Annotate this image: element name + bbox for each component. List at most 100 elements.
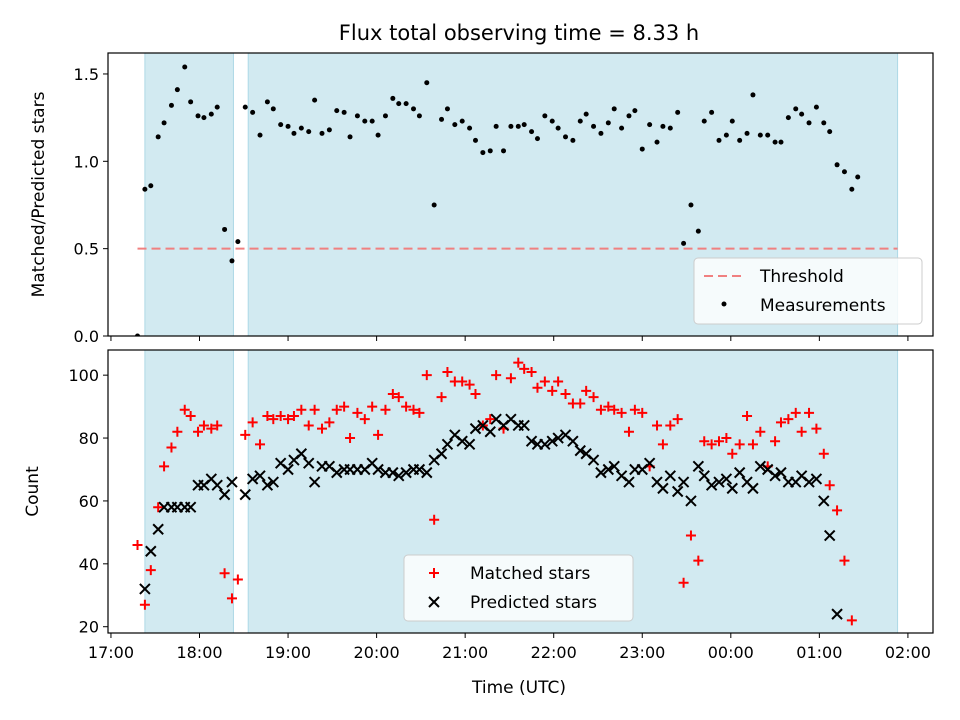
measurement-point: [306, 129, 312, 135]
matched-point: [193, 426, 204, 437]
matched-point: [393, 392, 404, 403]
measurement-point: [487, 148, 493, 154]
matched-point: [212, 420, 223, 431]
x-tick-label: 20:00: [354, 643, 400, 662]
matched-point: [560, 389, 571, 400]
predicted-point: [518, 419, 530, 432]
matched-point: [401, 401, 412, 412]
matched-point: [247, 417, 258, 428]
measurement-point: [534, 136, 540, 142]
matched-point: [283, 414, 294, 425]
predicted-point: [698, 470, 710, 482]
measurement-point: [270, 106, 276, 112]
predicted-point: [567, 435, 579, 447]
predicted-point: [372, 463, 384, 476]
measurement-point: [793, 106, 799, 112]
y-tick-label: 80: [79, 429, 99, 448]
observing-window-0: [144, 349, 234, 634]
measurement-point: [709, 109, 715, 115]
matched-point: [359, 414, 370, 425]
matched-point: [783, 414, 794, 425]
measurement-point: [515, 123, 521, 129]
y-tick-label: 20: [79, 618, 99, 637]
predicted-point: [810, 473, 823, 485]
measurement-point: [369, 118, 375, 124]
predicted-point: [469, 422, 482, 435]
measurement-point: [182, 64, 188, 70]
matched-point: [491, 370, 502, 381]
predicted-point: [525, 435, 538, 447]
measurement-point: [688, 202, 694, 208]
predicted-point: [726, 482, 738, 495]
measurement-point: [148, 183, 154, 189]
measurement-point: [298, 125, 304, 131]
matched-point: [179, 404, 190, 415]
matched-point: [414, 407, 425, 418]
measurement-point: [312, 97, 318, 103]
measurement-point: [841, 169, 847, 175]
measurement-point: [161, 120, 167, 126]
measurement-point: [765, 132, 771, 138]
predicted-point: [769, 470, 781, 482]
matched-point: [436, 392, 447, 403]
matched-point: [734, 439, 745, 450]
predicted-point: [595, 466, 607, 479]
legend-measurements-label: Measurements: [760, 296, 886, 316]
measurement-point: [174, 87, 180, 93]
matched-point: [846, 615, 857, 626]
measurement-point: [701, 118, 707, 124]
matched-point: [153, 502, 164, 513]
measurement-point: [501, 148, 507, 154]
matched-point: [485, 414, 496, 425]
predicted-point: [184, 501, 197, 513]
measurement-point: [155, 134, 161, 140]
measurement-point: [729, 118, 735, 124]
measurement-point: [723, 132, 729, 138]
predicted-point: [295, 448, 308, 460]
y-tick-label: 0.0: [74, 327, 99, 346]
measurement-point: [411, 106, 417, 112]
predicted-point: [484, 426, 496, 438]
predicted-point: [441, 438, 454, 451]
y-tick-label: 1.5: [74, 65, 99, 84]
matched-point: [198, 420, 209, 431]
measurement-point: [542, 113, 548, 119]
measurement-point: [660, 123, 666, 129]
measurement-point: [222, 226, 228, 232]
measurement-point: [334, 108, 340, 114]
measurement-point: [827, 129, 833, 135]
x-tick-label: 23:00: [619, 643, 665, 662]
matched-point: [804, 407, 815, 418]
y-tick-label: 0.5: [74, 240, 99, 259]
matched-point: [268, 414, 279, 425]
predicted-point: [775, 466, 787, 479]
predicted-point: [733, 466, 746, 479]
measurement-point: [195, 113, 201, 119]
measurement-point: [598, 130, 604, 136]
measurement-point: [264, 99, 270, 105]
measurement-point: [639, 146, 645, 152]
matched-point: [303, 420, 314, 431]
y-tick-label: 1.0: [74, 152, 99, 171]
measurement-point: [278, 122, 284, 128]
measurement-point: [208, 111, 214, 117]
matched-point: [296, 404, 307, 415]
legend-threshold-label: Threshold: [759, 267, 844, 287]
predicted-point: [552, 432, 564, 444]
predicted-point: [435, 448, 448, 460]
matched-point: [345, 433, 356, 444]
measurement-point: [813, 104, 819, 110]
matched-point: [832, 505, 843, 516]
matched-point: [470, 389, 481, 400]
predicted-point: [456, 435, 468, 447]
measurement-point: [577, 118, 583, 124]
measurement-point: [459, 118, 465, 124]
measurement-point: [341, 109, 347, 115]
y-tick-label: 60: [79, 492, 99, 511]
measurement-point: [863, 0, 868, 3]
measurement-point: [834, 162, 840, 168]
predicted-point: [218, 488, 231, 501]
matched-point: [288, 411, 299, 422]
matched-point: [442, 367, 453, 378]
